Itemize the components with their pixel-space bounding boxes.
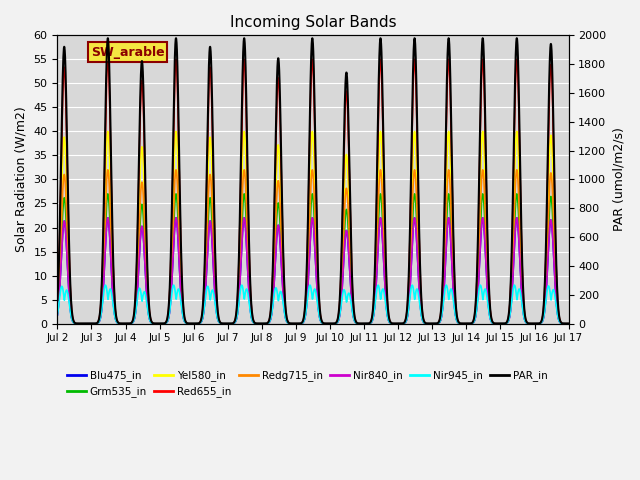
Legend: Blu475_in, Grm535_in, Yel580_in, Red655_in, Redg715_in, Nir840_in, Nir945_in, PA: Blu475_in, Grm535_in, Yel580_in, Red655_… (63, 366, 552, 402)
Y-axis label: PAR (umol/m2/s): PAR (umol/m2/s) (612, 128, 625, 231)
Y-axis label: Solar Radiation (W/m2): Solar Radiation (W/m2) (15, 107, 28, 252)
Title: Incoming Solar Bands: Incoming Solar Bands (230, 15, 396, 30)
Text: SW_arable: SW_arable (91, 46, 164, 59)
